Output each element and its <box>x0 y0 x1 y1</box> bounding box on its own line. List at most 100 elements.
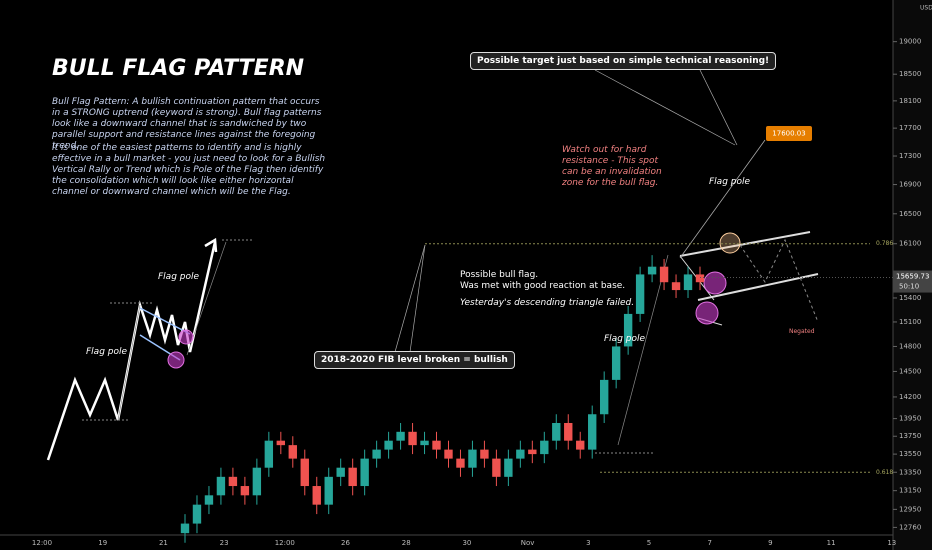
candle-body <box>324 476 333 505</box>
y-tick-label: 17700 <box>899 124 921 132</box>
candle-body <box>659 266 669 283</box>
candle-body <box>588 414 597 450</box>
flag-pole-label: Flag pole <box>604 334 646 344</box>
candle-body <box>647 266 657 275</box>
y-tick-label: 16900 <box>899 181 921 189</box>
flag-pole-label: Flag pole <box>709 177 751 187</box>
candle-body <box>252 467 262 496</box>
candle-body <box>336 467 345 477</box>
candle-body <box>623 313 633 347</box>
candle-body <box>372 449 381 459</box>
y-tick-label: 17300 <box>899 152 921 160</box>
y-tick-label: 13750 <box>899 432 921 440</box>
candle-body <box>300 458 309 487</box>
x-tick-label: 7 <box>707 539 711 547</box>
x-tick-label: 28 <box>402 539 411 547</box>
x-tick-label: 12:00 <box>275 539 295 547</box>
candle-body <box>611 346 621 380</box>
target-label-bg <box>766 126 812 142</box>
candle-body <box>264 440 274 468</box>
y-tick-label: 15400 <box>899 294 921 302</box>
candle-body <box>540 440 549 455</box>
candle-body <box>552 422 561 441</box>
y-tick-label: 18500 <box>899 70 921 78</box>
y-tick-label: 12950 <box>899 505 921 513</box>
bull-flag-note: Yesterday's descending triangle failed. <box>460 298 635 308</box>
y-tick-label: 13350 <box>899 468 921 476</box>
candle-body <box>228 476 238 487</box>
candle-body <box>348 467 357 487</box>
y-tick-label: 13950 <box>899 415 921 423</box>
x-tick-label: Nov <box>521 539 535 547</box>
current-price: 15659.73 <box>896 273 929 281</box>
candle-body <box>216 476 226 496</box>
candle-body <box>671 282 681 291</box>
candle-body <box>408 431 417 446</box>
fib-label: 0.618 <box>876 469 893 476</box>
candle-body <box>444 449 453 459</box>
y-tick-label: 16500 <box>899 210 921 218</box>
x-tick-label: 26 <box>341 539 350 547</box>
x-tick-label: 19 <box>98 539 107 547</box>
candle-body <box>528 449 537 455</box>
candle-body <box>468 449 477 468</box>
candle-body <box>192 504 202 524</box>
candle-body <box>480 449 489 459</box>
candle-body <box>456 458 465 468</box>
flag-pole-label: Flag pole <box>86 347 128 357</box>
schematic <box>46 237 252 461</box>
candle-body <box>432 440 441 450</box>
y-tick-label: 16100 <box>899 240 921 248</box>
currency: USD <box>920 5 932 12</box>
y-tick-label: 18100 <box>899 97 921 105</box>
bull-flag-note: Was met with good reaction at base. <box>460 281 626 291</box>
candle-body <box>492 458 501 477</box>
candle-body <box>516 449 525 459</box>
y-tick-label: 12760 <box>899 523 921 531</box>
x-tick-label: 12:00 <box>32 539 52 547</box>
candle-body <box>504 458 513 477</box>
x-tick-label: 9 <box>768 539 772 547</box>
flag-pole-label: Flag pole <box>158 272 200 282</box>
y-tick-label: 14800 <box>899 342 921 350</box>
candle-body <box>576 440 585 450</box>
countdown: 50:10 <box>899 283 919 291</box>
candle-body <box>384 440 393 450</box>
target-callout: Possible target just based on simple tec… <box>470 52 777 70</box>
description: It is one of the easiest patterns to ide… <box>52 143 326 197</box>
current-price-bg <box>893 270 932 293</box>
candle-body <box>312 486 321 505</box>
candle-body <box>360 458 369 487</box>
candle-body <box>683 274 693 291</box>
resistance-note: Watch out for hard resistance - This spo… <box>562 145 662 188</box>
x-tick-label: 23 <box>220 539 229 547</box>
candle-body <box>599 379 609 415</box>
bull-flag-note: Possible bull flag. <box>460 270 539 280</box>
y-tick-label: 13150 <box>899 487 921 495</box>
candle-body <box>288 445 297 459</box>
negated-label: Negated <box>789 328 815 335</box>
x-tick-label: 13 <box>887 539 896 547</box>
description: Bull Flag Pattern: A bullish continuatio… <box>52 97 322 151</box>
candle-body <box>695 274 705 283</box>
y-tick-label: 15100 <box>899 318 921 326</box>
x-tick-label: 3 <box>586 539 590 547</box>
x-tick-label: 11 <box>827 539 836 547</box>
title: BULL FLAG PATTERN <box>52 56 305 81</box>
y-tick-label: 14500 <box>899 367 921 375</box>
candle-body <box>396 431 405 441</box>
candle-body <box>635 274 645 314</box>
target-label: 17600.03 <box>772 130 805 138</box>
candle-body <box>276 440 286 446</box>
y-tick-label: 14200 <box>899 393 921 401</box>
x-tick-label: 30 <box>462 539 471 547</box>
candle-body <box>180 523 190 534</box>
x-tick-label: 21 <box>159 539 168 547</box>
y-tick-label: 13550 <box>899 450 921 458</box>
x-tick-label: 5 <box>647 539 651 547</box>
candle-body <box>204 495 214 505</box>
candle-body <box>240 486 250 496</box>
candle-body <box>420 440 429 446</box>
